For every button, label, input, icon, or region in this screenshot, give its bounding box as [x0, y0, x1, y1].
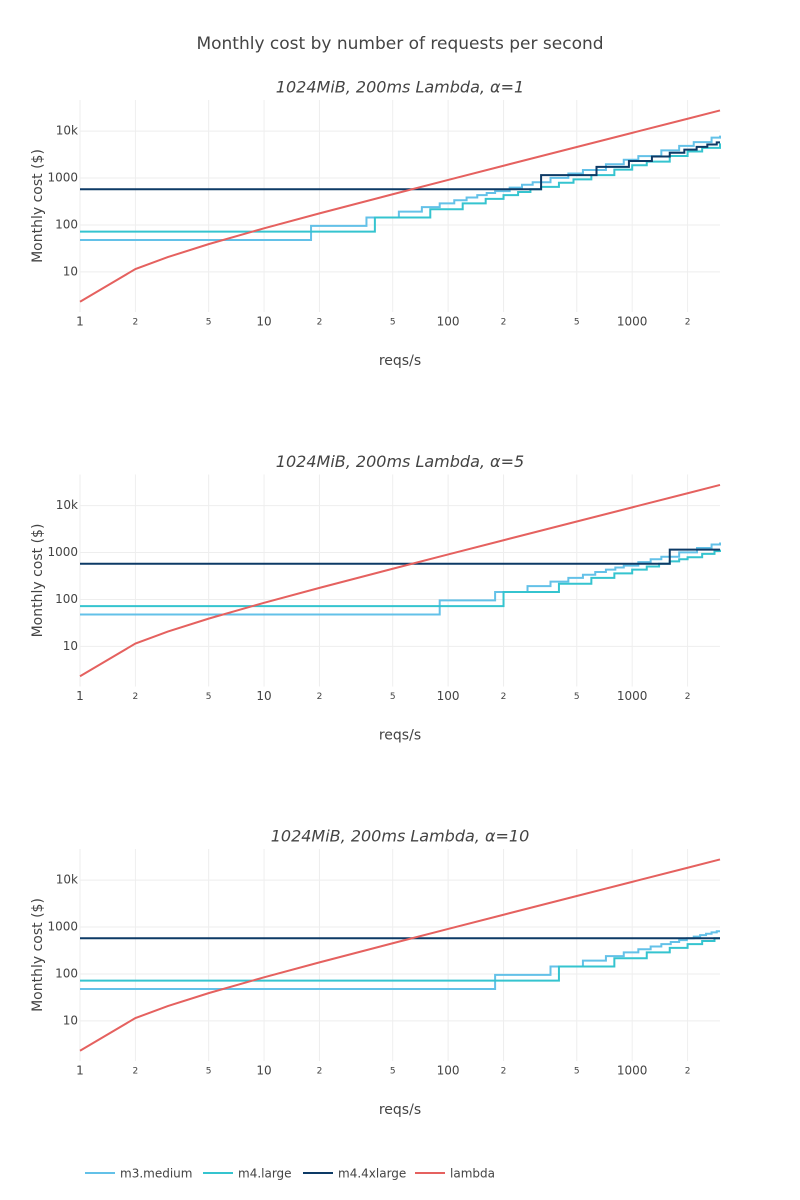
- y-tick-label: 100: [55, 592, 78, 606]
- legend-label: m3.medium: [120, 1167, 192, 1181]
- y-tick-label: 1000: [47, 920, 78, 934]
- x-tick-label: 2: [501, 1067, 507, 1077]
- y-tick-label: 1000: [47, 545, 78, 559]
- x-tick-label: 100: [437, 1064, 460, 1078]
- series-line: [80, 937, 720, 982]
- y-tick-label: 10k: [56, 124, 78, 138]
- x-tick-label: 2: [501, 692, 507, 702]
- x-tick-label: 5: [390, 692, 396, 702]
- x-tick-label: 1000: [617, 689, 648, 703]
- x-tick-label: 1: [76, 1064, 84, 1078]
- x-tick-label: 5: [574, 1067, 580, 1077]
- series-line: [80, 135, 721, 241]
- x-axis-label: reqs/s: [379, 728, 421, 744]
- y-tick-label: 10k: [56, 498, 78, 512]
- series-line: [80, 548, 720, 565]
- y-axis-label: Monthly cost ($): [30, 524, 46, 638]
- y-tick-label: 1000: [47, 171, 78, 185]
- x-tick-label: 2: [317, 318, 323, 328]
- x-tick-label: 2: [317, 692, 323, 702]
- y-tick-label: 100: [55, 217, 78, 231]
- x-tick-label: 10: [256, 1064, 271, 1078]
- legend-label: m4.large: [238, 1167, 292, 1181]
- x-tick-label: 2: [501, 318, 507, 328]
- series-line: [79, 483, 721, 678]
- legend-label: lambda: [450, 1167, 495, 1181]
- x-tick-label: 1000: [617, 315, 648, 329]
- y-axis-label: Monthly cost ($): [30, 898, 46, 1012]
- x-tick-label: 100: [437, 689, 460, 703]
- y-tick-label: 10k: [56, 873, 78, 887]
- series-line: [79, 109, 721, 303]
- y-tick-label: 10: [63, 639, 78, 653]
- x-tick-label: 1000: [617, 1064, 648, 1078]
- x-tick-label: 2: [685, 318, 691, 328]
- figure-title: Monthly cost by number of requests per s…: [196, 34, 603, 54]
- x-tick-label: 2: [685, 692, 691, 702]
- x-tick-label: 5: [390, 1067, 396, 1077]
- x-tick-label: 10: [256, 315, 271, 329]
- x-tick-label: 5: [206, 1067, 212, 1077]
- subplot-title: 1024MiB, 200ms Lambda, α=10: [271, 827, 530, 846]
- x-tick-label: 2: [685, 1067, 691, 1077]
- subplot-title: 1024MiB, 200ms Lambda, α=1: [276, 78, 524, 97]
- x-tick-label: 100: [437, 315, 460, 329]
- x-tick-label: 5: [574, 692, 580, 702]
- series-line: [80, 143, 721, 233]
- series-line: [80, 549, 721, 608]
- x-axis-label: reqs/s: [379, 1102, 421, 1118]
- legend-label: m4.4xlarge: [338, 1167, 406, 1181]
- x-tick-label: 5: [206, 692, 212, 702]
- x-tick-label: 1: [76, 315, 84, 329]
- x-tick-label: 2: [133, 318, 139, 328]
- series-line: [79, 858, 721, 1052]
- series-line: [80, 542, 721, 616]
- y-tick-label: 100: [55, 966, 78, 980]
- x-tick-label: 2: [133, 692, 139, 702]
- x-tick-label: 2: [317, 1067, 323, 1077]
- y-axis-label: Monthly cost ($): [30, 149, 46, 263]
- y-tick-label: 10: [63, 1013, 78, 1027]
- x-tick-label: 1: [76, 689, 84, 703]
- x-tick-label: 2: [133, 1067, 139, 1077]
- x-axis-label: reqs/s: [379, 353, 421, 369]
- x-tick-label: 5: [390, 318, 396, 328]
- subplot-title: 1024MiB, 200ms Lambda, α=5: [276, 452, 524, 471]
- x-tick-label: 10: [256, 689, 271, 703]
- x-tick-label: 5: [574, 318, 580, 328]
- series-line: [80, 141, 720, 191]
- y-tick-label: 10: [63, 264, 78, 278]
- series-line: [80, 930, 720, 990]
- x-tick-label: 5: [206, 318, 212, 328]
